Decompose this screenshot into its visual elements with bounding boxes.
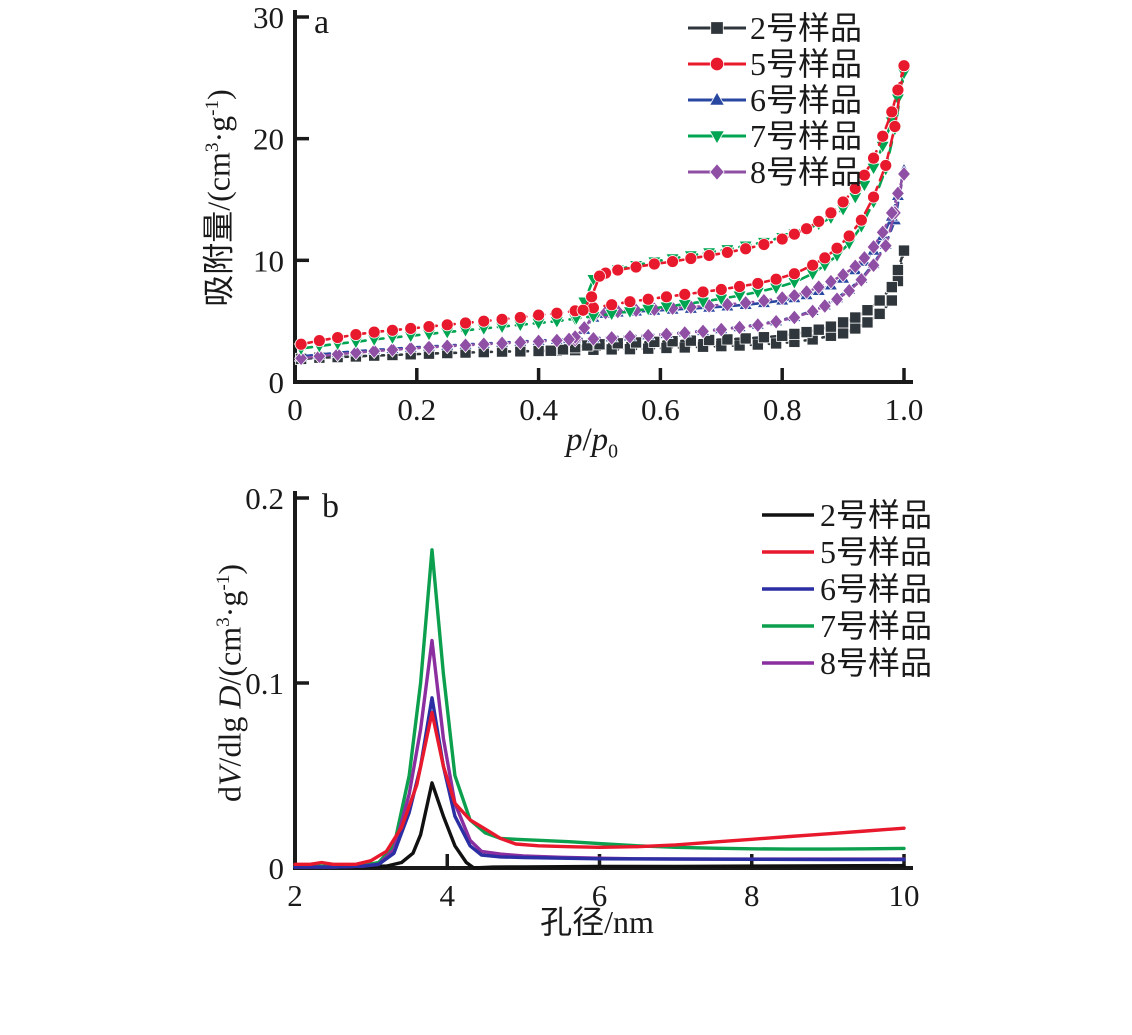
x-tick-label: 0 xyxy=(287,392,303,427)
legend-line-icon xyxy=(762,549,814,554)
x-tick-label: 10 xyxy=(889,878,920,913)
x-tick-label: 0.8 xyxy=(763,392,802,427)
legend-triangle-up-marker-icon xyxy=(688,91,746,106)
series-sample-5 xyxy=(293,710,906,866)
series-sample-5-line xyxy=(293,710,906,866)
y-tick-label: 30 xyxy=(253,0,284,35)
y-tick-label: 10 xyxy=(253,243,284,278)
panel-a-y-axis-label: 吸附量/(cm3·g-1) xyxy=(200,89,237,307)
series-sample-2-line xyxy=(293,781,906,870)
legend-label: 8号样品 xyxy=(750,154,863,190)
legend-line-icon xyxy=(762,623,814,628)
legend-label: 2号样品 xyxy=(820,496,933,533)
series-sample-5 xyxy=(294,59,911,351)
series-sample-2 xyxy=(293,781,906,870)
legend-diamond-marker-icon xyxy=(688,163,746,181)
legend-label: 5号样品 xyxy=(750,46,863,82)
y-tick-label: 20 xyxy=(253,122,284,157)
legend-line-icon xyxy=(762,660,814,665)
series-sample-6 xyxy=(293,696,906,869)
x-tick-label: 8 xyxy=(744,878,760,913)
legend-item-sample-6: 6号样品 xyxy=(760,570,932,607)
panel-a-legend: 2号样品 5号样品 6号样品 7号样品 8号样品 xyxy=(686,10,862,190)
axes xyxy=(293,10,913,384)
legend-item-sample-2: 2号样品 xyxy=(760,496,932,533)
panel-b-legend: 2号样品 5号样品 6号样品 7号样品 8号样品 xyxy=(760,496,932,681)
panel-b-x-axis-label: 孔径/nm xyxy=(540,904,654,940)
legend-item-sample-5: 5号样品 xyxy=(686,46,862,82)
x-tick-label: 0.2 xyxy=(397,392,436,427)
legend-label: 2号样品 xyxy=(750,10,863,46)
x-tick-label: 6 xyxy=(592,878,608,913)
legend-label: 6号样品 xyxy=(820,570,933,607)
legend-label: 5号样品 xyxy=(820,533,933,570)
legend-item-sample-8: 8号样品 xyxy=(760,644,932,681)
legend-item-sample-5: 5号样品 xyxy=(760,533,932,570)
legend-item-sample-7: 7号样品 xyxy=(686,118,862,154)
panel-a-x-axis-label: p/p0 xyxy=(565,422,619,463)
legend-circle-marker-icon xyxy=(688,56,746,72)
panel-b-plot: 0 0.1 0.2 2 4 6 8 10 xyxy=(245,481,919,913)
legend-item-sample-2: 2号样品 xyxy=(686,10,862,46)
legend-line-icon xyxy=(762,586,814,591)
panel-b-letter: b xyxy=(322,488,339,525)
y-tick-label: 0 xyxy=(269,851,285,886)
legend-square-marker-icon xyxy=(688,21,746,35)
legend-label: 7号样品 xyxy=(750,118,863,154)
legend-item-sample-8: 8号样品 xyxy=(686,154,862,190)
legend-label: 6号样品 xyxy=(750,82,863,118)
panel-a-plot: 0 10 20 30 0 0.2 0.4 0.6 0.8 1.0 xyxy=(253,0,923,427)
y-tick-label: 0 xyxy=(269,365,285,400)
y-tick-label: 0.2 xyxy=(245,481,284,516)
legend-triangle-down-marker-icon xyxy=(688,130,746,145)
legend-line-icon xyxy=(762,512,814,517)
series-sample-6-line xyxy=(293,696,906,869)
panel-a-letter: a xyxy=(314,4,330,41)
legend-item-sample-6: 6号样品 xyxy=(686,82,862,118)
x-tick-label: 4 xyxy=(440,878,456,913)
legend-item-sample-7: 7号样品 xyxy=(760,607,932,644)
x-tick-label: 1.0 xyxy=(885,392,924,427)
legend-label: 8号样品 xyxy=(820,644,933,681)
x-tick-label: 0.6 xyxy=(641,392,680,427)
x-tick-label: 2 xyxy=(287,878,303,913)
legend-label: 7号样品 xyxy=(820,607,933,644)
panel-b-y-axis-label: dV/dlg D/(cm3·g-1) xyxy=(211,564,248,802)
y-tick-label: 0.1 xyxy=(245,666,284,701)
x-tick-label: 0.4 xyxy=(519,392,558,427)
